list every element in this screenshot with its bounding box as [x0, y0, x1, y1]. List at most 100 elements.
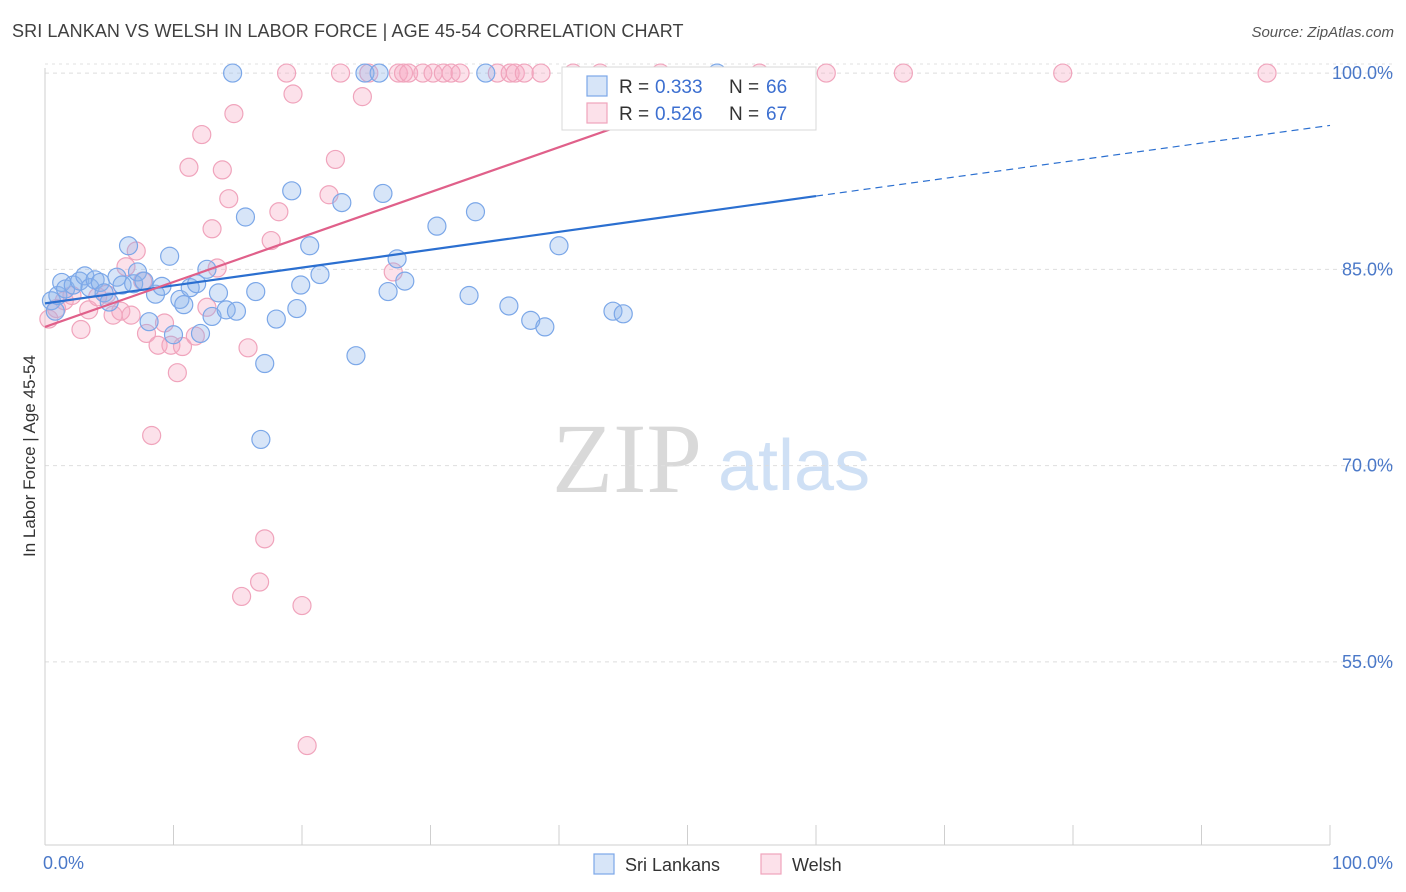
legend-swatch-welsh — [586, 102, 608, 124]
point-sri-lankans-50 — [378, 281, 398, 302]
point-sri-lankans-35 — [235, 207, 256, 227]
point-sri-lankans-60 — [549, 236, 569, 256]
point-sri-lankans-53 — [427, 216, 447, 236]
point-welsh-46 — [388, 63, 408, 83]
point-sri-lankans-57 — [499, 296, 519, 316]
y-tick-labels: 100.0% 85.0% 70.0% 55.0% — [1332, 63, 1393, 672]
data-points — [39, 63, 1277, 756]
point-welsh-23 — [192, 124, 212, 145]
point-welsh-34 — [261, 230, 281, 251]
point-welsh-48 — [399, 63, 419, 83]
point-sri-lankans-44 — [310, 264, 330, 285]
chart-title: SRI LANKAN VS WELSH IN LABOR FORCE | AGE… — [12, 21, 684, 41]
point-sri-lankans-28 — [190, 323, 211, 344]
x-tick-label-max: 100.0% — [1332, 853, 1393, 873]
point-sri-lankans-46 — [346, 346, 366, 366]
point-welsh-29 — [224, 104, 244, 124]
point-sri-lankans-40 — [282, 181, 302, 201]
point-welsh-14 — [136, 323, 157, 344]
point-welsh-37 — [283, 84, 303, 104]
point-welsh-24 — [197, 297, 217, 317]
point-welsh-27 — [212, 160, 232, 180]
point-welsh-57 — [514, 63, 534, 83]
point-sri-lankans-43 — [300, 236, 320, 256]
bottom-legend: Sri Lankans Welsh — [593, 853, 842, 875]
y-tick-label-1: 85.0% — [1342, 259, 1393, 279]
legend-r-value-sri-lankans: 0.333 — [655, 77, 703, 98]
point-welsh-28 — [219, 189, 239, 209]
legend-n-label-welsh: N = — [729, 104, 759, 125]
x-ticks — [44, 825, 1331, 845]
point-sri-lankans-55 — [465, 202, 486, 222]
legend-n-value-sri-lankans: 66 — [766, 77, 787, 98]
point-sri-lankans-15 — [118, 236, 139, 256]
point-welsh-53 — [450, 63, 470, 83]
y-tick-label-0: 100.0% — [1332, 63, 1393, 83]
bottom-legend-swatch-sri-lankans — [593, 853, 615, 875]
point-welsh-32 — [249, 572, 270, 592]
point-sri-lankans-41 — [287, 298, 307, 319]
point-welsh-21 — [179, 157, 199, 177]
point-sri-lankans-9 — [85, 270, 105, 290]
point-sri-lankans-47 — [355, 63, 375, 83]
point-welsh-63 — [816, 63, 836, 83]
bottom-legend-swatch-welsh — [760, 853, 782, 875]
y-tick-label-2: 70.0% — [1342, 456, 1393, 476]
gridlines — [45, 63, 1393, 663]
legend-box — [561, 66, 817, 131]
point-sri-lankans-25 — [174, 295, 194, 315]
point-sri-lankans-42 — [291, 275, 311, 295]
bottom-legend-label-welsh: Welsh — [792, 855, 842, 875]
point-sri-lankans-45 — [332, 193, 352, 213]
point-welsh-5 — [79, 300, 99, 320]
point-welsh-30 — [232, 586, 252, 607]
legend-r-label-sri-lankans: R = — [619, 77, 649, 98]
point-sri-lankans-49 — [373, 183, 393, 204]
point-welsh-58 — [531, 63, 551, 83]
point-sri-lankans-22 — [160, 246, 180, 266]
legend-n-label-sri-lankans: N = — [729, 77, 759, 98]
point-welsh-31 — [238, 338, 258, 358]
legend: R = 0.333 N = 66 R = 0.526 N = 67 — [561, 66, 817, 131]
point-sri-lankans-52 — [395, 271, 415, 291]
point-sri-lankans-30 — [202, 306, 222, 327]
point-welsh-38 — [292, 595, 312, 616]
point-sri-lankans-32 — [216, 300, 236, 320]
point-welsh-65 — [1053, 63, 1073, 83]
x-tick-label-min: 0.0% — [43, 853, 84, 873]
point-welsh-26 — [207, 258, 227, 278]
point-sri-lankans-48 — [369, 63, 389, 83]
chart-source: Source: ZipAtlas.com — [1251, 24, 1394, 41]
point-welsh-66 — [1257, 63, 1277, 83]
point-welsh-33 — [255, 529, 275, 549]
point-welsh-4 — [71, 319, 91, 340]
legend-r-value-welsh: 0.526 — [655, 104, 703, 125]
point-welsh-25 — [202, 219, 222, 239]
point-sri-lankans-36 — [246, 281, 266, 302]
trend-line-sri-lankans — [44, 194, 817, 305]
point-sri-lankans-6 — [70, 271, 90, 291]
watermark-zip: ZIP — [552, 403, 702, 514]
point-sri-lankans-54 — [459, 285, 479, 306]
legend-r-label-welsh: R = — [619, 104, 649, 125]
bottom-legend-label-sri-lankans: Sri Lankans — [625, 855, 720, 875]
trend-line-sri-lankans-extension — [815, 124, 1331, 197]
point-welsh-22 — [185, 326, 205, 346]
point-welsh-35 — [269, 202, 289, 222]
point-welsh-42 — [330, 63, 351, 83]
point-welsh-47 — [393, 63, 414, 83]
point-welsh-11 — [121, 305, 141, 325]
point-sri-lankans-59 — [535, 317, 555, 337]
point-welsh-19 — [167, 363, 187, 383]
watermark: ZIP atlas — [552, 403, 870, 514]
point-welsh-36 — [276, 63, 297, 83]
legend-swatch-sri-lankans — [586, 75, 608, 97]
point-sri-lankans-1 — [45, 301, 65, 321]
point-welsh-51 — [433, 63, 453, 83]
point-sri-lankans-38 — [255, 353, 275, 374]
point-sri-lankans-33 — [223, 63, 243, 83]
point-welsh-49 — [413, 63, 433, 83]
y-axis-title: In Labor Force | Age 45-54 — [20, 355, 39, 557]
point-sri-lankans-56 — [476, 63, 496, 83]
